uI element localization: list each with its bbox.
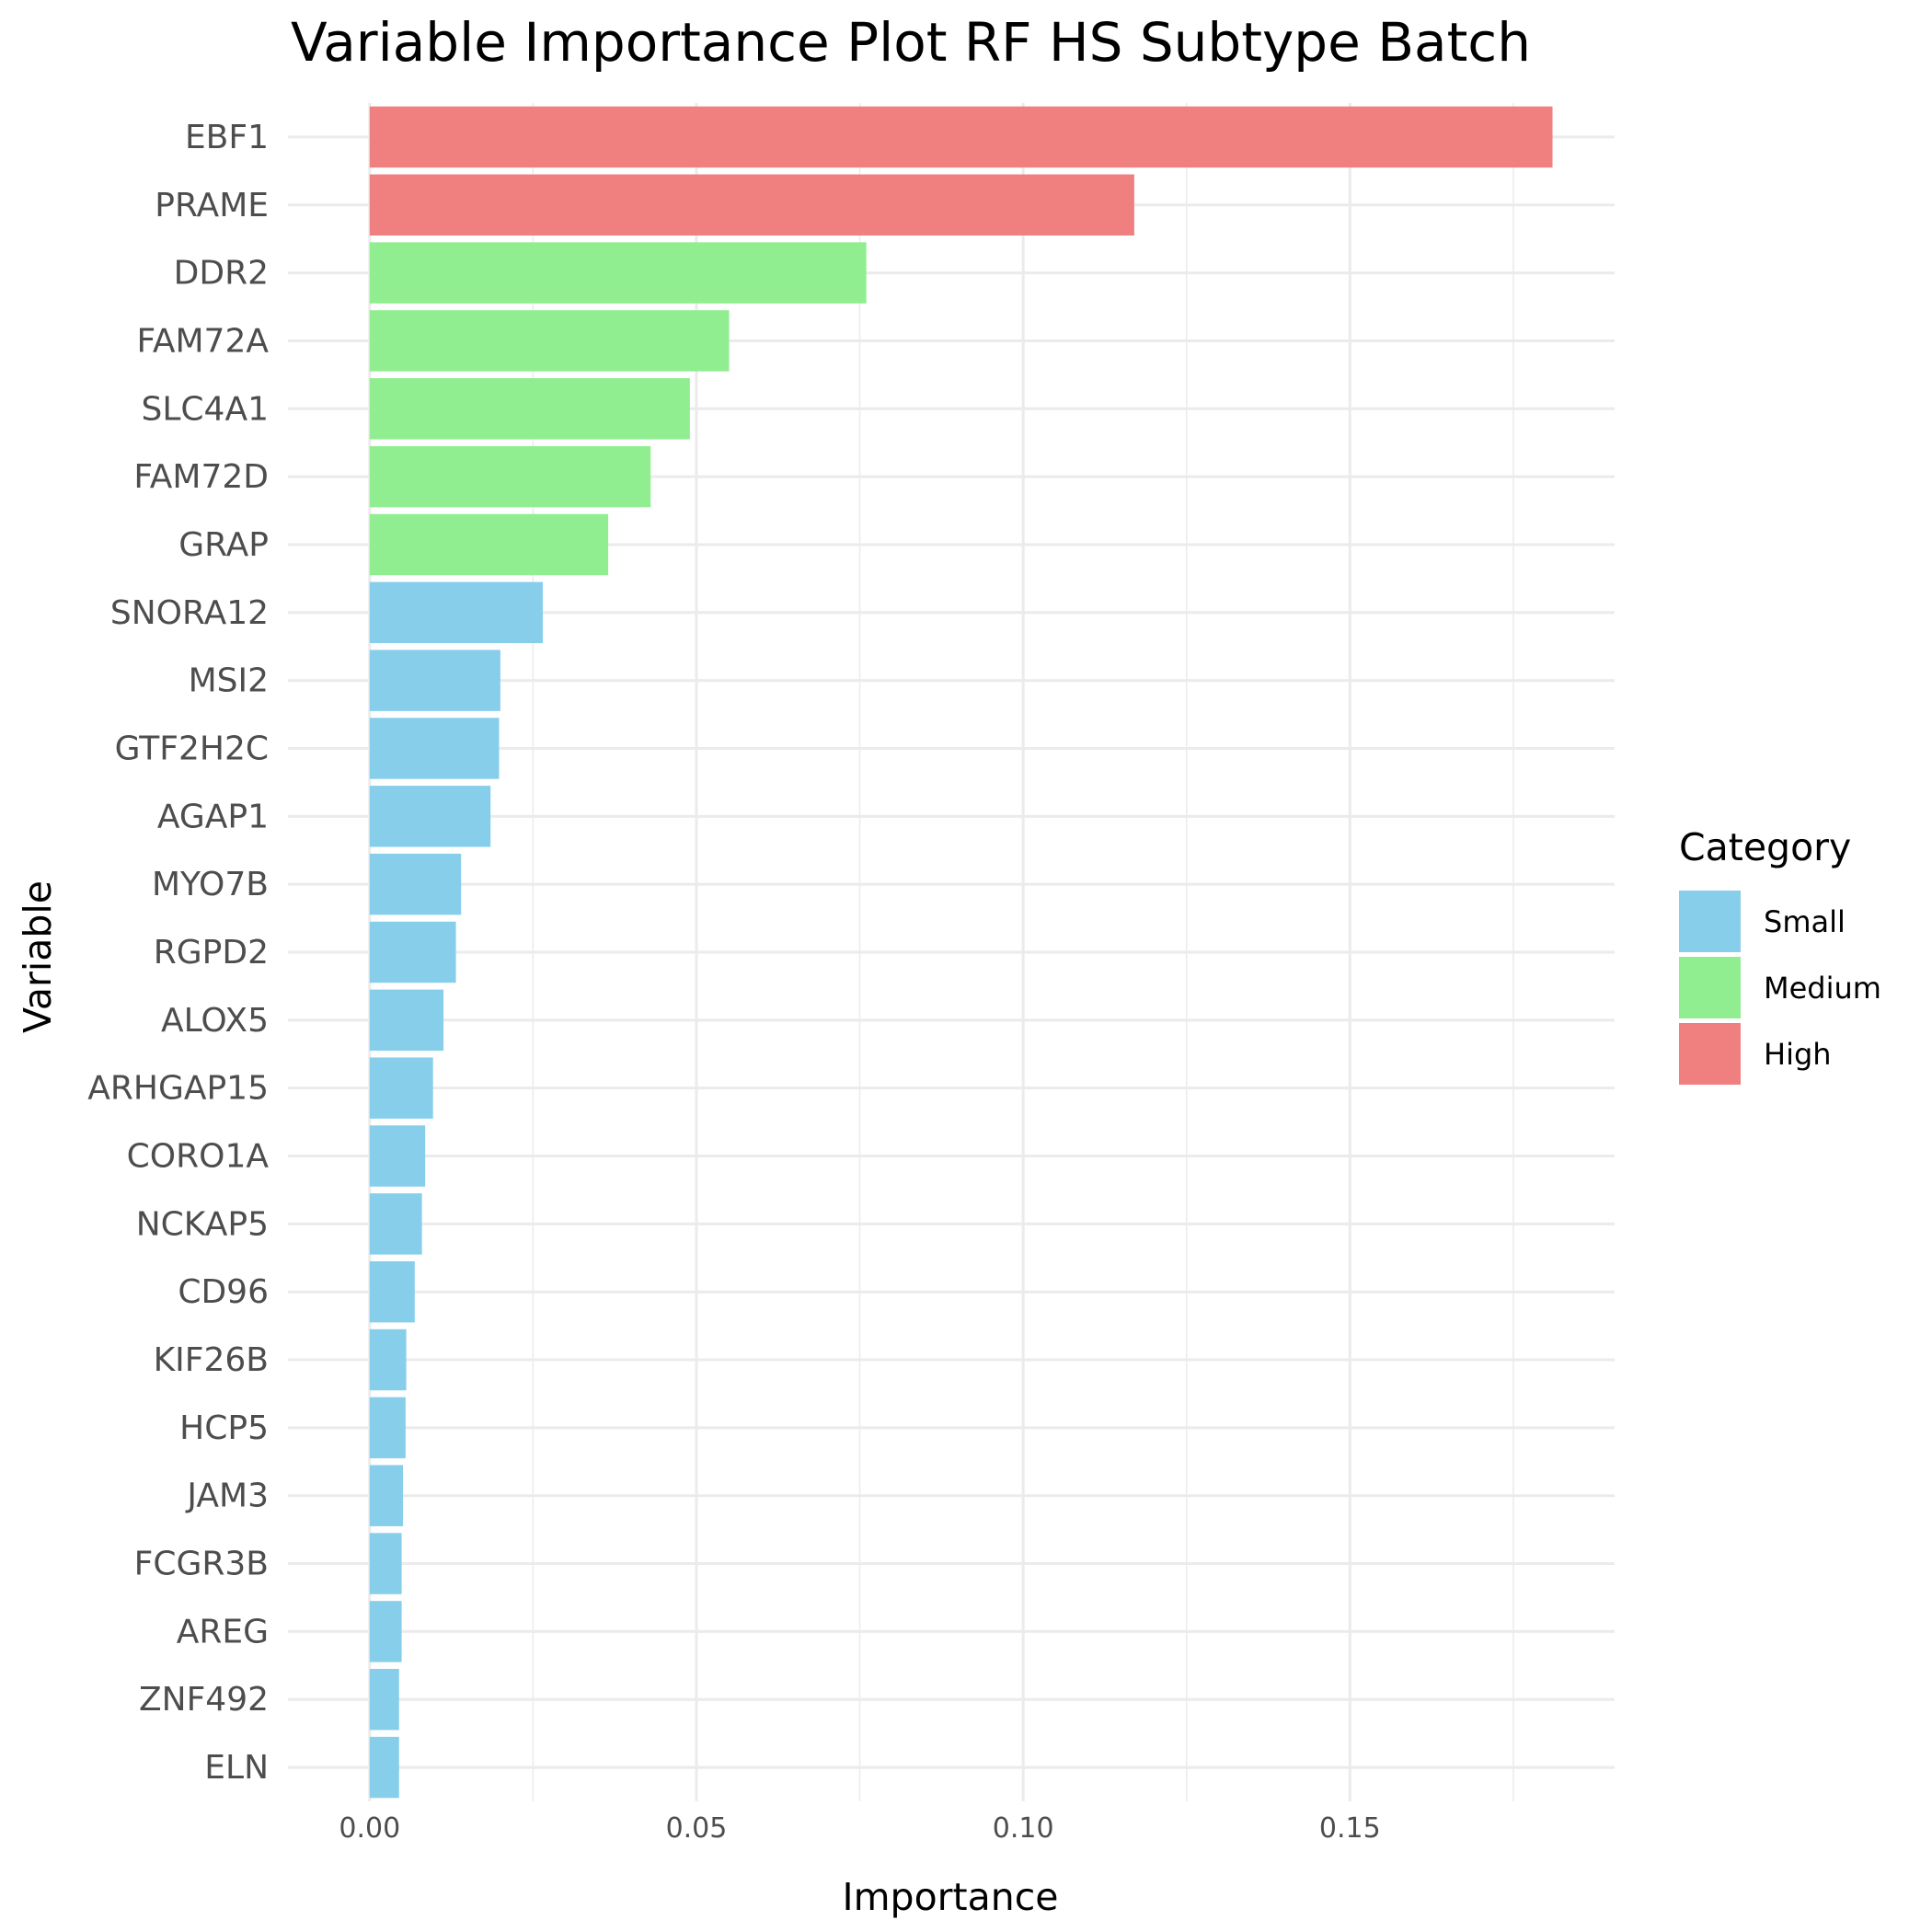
bar-slc4a1 [369, 378, 690, 440]
bar-coro1a [369, 1125, 426, 1187]
bar-nckap5 [369, 1193, 422, 1255]
y-tick-label: SLC4A1 [142, 390, 269, 428]
legend-swatch-small [1679, 891, 1741, 952]
bar-ddr2 [369, 242, 867, 304]
y-tick-label: KIF26B [154, 1341, 269, 1379]
y-tick-label: MYO7B [152, 866, 269, 903]
bar-alox5 [369, 989, 444, 1052]
y-tick-label: AREG [177, 1613, 269, 1650]
y-tick-label: GTF2H2C [115, 730, 269, 767]
y-axis-title: Variable [16, 880, 60, 1033]
y-tick-label: ELN [204, 1749, 269, 1787]
bar-arhgap15 [369, 1057, 433, 1119]
x-tick-label: 0.15 [1319, 1812, 1381, 1845]
bar-rgpd2 [369, 921, 456, 983]
y-tick-label: DDR2 [174, 255, 269, 293]
y-tick-label: CORO1A [127, 1138, 270, 1176]
bar-eln [369, 1736, 399, 1799]
legend-swatch-high [1679, 1023, 1741, 1085]
y-tick-label: HCP5 [179, 1409, 269, 1447]
y-tick-label: RGPD2 [154, 934, 269, 972]
bar-areg [369, 1601, 402, 1662]
bar-cd96 [369, 1260, 415, 1323]
x-tick-label: 0.05 [666, 1812, 728, 1845]
bar-fam72a [369, 310, 730, 372]
bar-znf492 [369, 1669, 399, 1731]
bar-fcgr3b [369, 1533, 402, 1594]
y-tick-label: PRAME [155, 187, 269, 224]
y-tick-label: GRAP [178, 526, 269, 564]
y-tick-label: FCGR3B [134, 1546, 269, 1583]
y-tick-label: MSI2 [189, 662, 269, 700]
bar-myo7b [369, 853, 462, 915]
bar-snora12 [369, 581, 544, 644]
x-axis-title: Importance [843, 1875, 1059, 1919]
bar-msi2 [369, 650, 500, 711]
legend-title: Category [1679, 825, 1851, 869]
bar-agap1 [369, 786, 491, 847]
legend-label-high: High [1764, 1037, 1832, 1072]
x-tick-label: 0.10 [993, 1812, 1054, 1845]
bar-kif26b [369, 1328, 407, 1391]
y-tick-label: FAM72D [133, 458, 269, 496]
y-tick-label: ARHGAP15 [87, 1070, 269, 1108]
bars [369, 106, 1553, 1799]
y-tick-label: AGAP1 [157, 798, 269, 835]
legend-label-small: Small [1764, 904, 1846, 939]
bar-grap [369, 513, 609, 576]
bar-ebf1 [369, 106, 1553, 168]
y-tick-labels: EBF1 PRAME DDR2 FAM72A SLC4A1 FAM72D GRAP SNORA… [87, 119, 269, 1787]
chart-title: Variable Importance Plot RF HS Subtype B… [291, 11, 1531, 74]
legend-swatch-medium [1679, 957, 1741, 1018]
y-tick-label: ALOX5 [161, 1002, 269, 1040]
y-tick-label: ZNF492 [139, 1681, 269, 1719]
bar-prame [369, 174, 1134, 236]
y-tick-label: CD96 [178, 1273, 269, 1311]
y-tick-label: JAM3 [185, 1478, 269, 1515]
x-tick-label: 0.00 [339, 1812, 400, 1845]
bar-jam3 [369, 1465, 404, 1526]
legend-label-medium: Medium [1764, 971, 1881, 1006]
bar-fam72d [369, 445, 651, 508]
bar-hcp5 [369, 1397, 406, 1459]
y-tick-label: EBF1 [185, 119, 269, 156]
bar-gtf2h2c [369, 718, 500, 779]
y-tick-label: SNORA12 [110, 594, 269, 632]
y-tick-label: FAM72A [136, 322, 269, 360]
x-tick-labels: 0.00 0.05 0.10 0.15 [339, 1812, 1380, 1845]
y-tick-label: NCKAP5 [136, 1205, 269, 1243]
legend-items: Small Medium High [1679, 891, 1881, 1085]
legend: Category Small Medium High [1679, 825, 1881, 1085]
